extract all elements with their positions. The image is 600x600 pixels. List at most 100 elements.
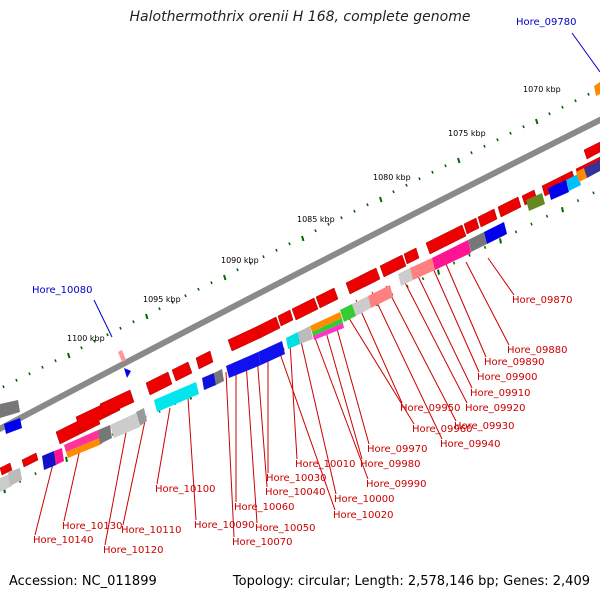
gene-block[interactable]	[432, 240, 471, 270]
scale-tick	[80, 346, 83, 350]
gene-arrow[interactable]	[195, 350, 214, 370]
gene-block[interactable]	[286, 332, 300, 349]
scale-tick	[93, 339, 96, 343]
gene-arrow[interactable]	[403, 247, 420, 265]
gene-block[interactable]	[468, 232, 487, 252]
gene-block[interactable]	[298, 326, 313, 344]
gene-block[interactable]	[118, 350, 126, 362]
scale-tick	[522, 125, 525, 129]
scale-tick	[353, 209, 356, 213]
gene-block[interactable]	[484, 222, 507, 244]
gene-label-highlight[interactable]: Hore_10080	[32, 285, 93, 296]
gene-label[interactable]: Hore_09960	[412, 424, 473, 435]
gene-label[interactable]: Hore_09870	[512, 295, 573, 306]
scale-tick	[275, 248, 278, 252]
scale-tick	[561, 207, 564, 213]
gene-block[interactable]	[313, 323, 344, 340]
gene-label[interactable]: Hore_09970	[367, 444, 428, 455]
gene-label[interactable]: Hore_10010	[295, 459, 356, 470]
scale-tick	[145, 313, 149, 320]
scale-tick	[106, 333, 109, 337]
gene-arrow[interactable]	[227, 326, 261, 352]
gene-arrow[interactable]	[0, 462, 13, 476]
gene-label[interactable]: Hore_09930	[454, 421, 515, 432]
gene-label[interactable]: Hore_10020	[333, 510, 394, 521]
gene-block[interactable]	[64, 430, 100, 452]
gene-label[interactable]: Hore_10130	[62, 521, 123, 532]
gene-block[interactable]	[4, 418, 22, 434]
gene-label[interactable]: Hore_09920	[465, 403, 526, 414]
gene-arrow[interactable]	[171, 361, 193, 382]
gene-label[interactable]: Hore_10050	[255, 523, 316, 534]
gene-label[interactable]: Hore_09900	[477, 372, 538, 383]
gene-arrow[interactable]	[21, 452, 39, 468]
scale-labels: 1070 kbp 1075 kbp 1080 kbp 1085 kbp 1090 kbp…	[67, 85, 561, 343]
scale-tick	[65, 456, 68, 462]
gene-block[interactable]	[124, 368, 131, 378]
gene-label[interactable]: Hore_09910	[470, 388, 531, 399]
gene-label[interactable]: Hore_10040	[265, 487, 326, 498]
gene-label[interactable]: Hore_10100	[155, 484, 216, 495]
gene-label[interactable]: Hore_10090	[194, 520, 255, 531]
gene-block[interactable]	[42, 451, 56, 470]
gene-block[interactable]	[202, 373, 216, 390]
gene-block[interactable]	[548, 180, 569, 200]
gene-block[interactable]	[258, 341, 285, 365]
scale-tick	[249, 261, 252, 265]
gene-block[interactable]	[584, 160, 600, 178]
gene-label[interactable]: Hore_09980	[360, 459, 421, 470]
gene-block[interactable]	[368, 285, 393, 308]
gene-arrow[interactable]	[99, 389, 135, 417]
gene-block[interactable]	[526, 193, 545, 211]
gene-arrow[interactable]	[463, 217, 480, 235]
gene-block[interactable]	[98, 425, 112, 444]
gene-label[interactable]: Hore_10000	[334, 494, 395, 505]
gene-arrow[interactable]	[145, 371, 173, 396]
gene-block[interactable]	[398, 268, 413, 286]
scale-tick	[210, 281, 213, 285]
gene-block[interactable]	[566, 174, 581, 191]
gene-label[interactable]: Hore_09950	[400, 403, 461, 414]
gene-label-highlight[interactable]: Hore_09780	[516, 17, 577, 28]
gene-arrow[interactable]	[277, 309, 294, 327]
gene-block[interactable]	[352, 296, 371, 316]
gene-block[interactable]	[154, 382, 199, 412]
gene-arrow[interactable]	[425, 224, 467, 255]
gene-label[interactable]: Hore_09880	[507, 345, 568, 356]
gene-block[interactable]	[226, 352, 261, 378]
gene-block[interactable]	[576, 168, 587, 182]
gene-block[interactable]	[66, 438, 102, 458]
gene-features	[0, 82, 600, 492]
gene-block[interactable]	[54, 448, 64, 465]
gene-block[interactable]	[410, 258, 435, 280]
gene-label[interactable]: Hore_09890	[484, 357, 545, 368]
gene-arrow[interactable]	[497, 196, 522, 218]
gene-label[interactable]: Hore_10110	[121, 525, 182, 536]
gene-label[interactable]: Hore_10030	[266, 473, 327, 484]
gene-label[interactable]: Hore_10140	[33, 535, 94, 546]
leader-line	[122, 415, 147, 526]
gene-arrow[interactable]	[359, 267, 381, 288]
gene-block[interactable]	[136, 408, 147, 426]
gene-label[interactable]: Hore_10070	[232, 537, 293, 548]
gene-block[interactable]	[110, 413, 140, 438]
gene-arrow[interactable]	[379, 254, 407, 278]
scale-tick	[54, 359, 57, 363]
gene-block[interactable]	[214, 369, 224, 385]
gene-label[interactable]: Hore_09990	[366, 479, 427, 490]
gene-block[interactable]	[312, 318, 343, 336]
gene-arrow[interactable]	[477, 208, 498, 228]
gene-block[interactable]	[310, 312, 342, 332]
gene-block[interactable]	[594, 82, 600, 96]
gene-block[interactable]	[340, 304, 356, 322]
gene-block[interactable]	[0, 400, 20, 418]
gene-block[interactable]	[8, 468, 22, 486]
gene-arrow[interactable]	[315, 287, 339, 309]
gene-arrow[interactable]	[583, 141, 600, 160]
gene-label[interactable]: Hore_09940	[440, 439, 501, 450]
leader-line	[104, 421, 129, 546]
gene-arrow[interactable]	[255, 316, 281, 339]
gene-arrow[interactable]	[291, 297, 319, 321]
gene-label[interactable]: Hore_10120	[103, 545, 164, 556]
gene-label[interactable]: Hore_10060	[234, 502, 295, 513]
